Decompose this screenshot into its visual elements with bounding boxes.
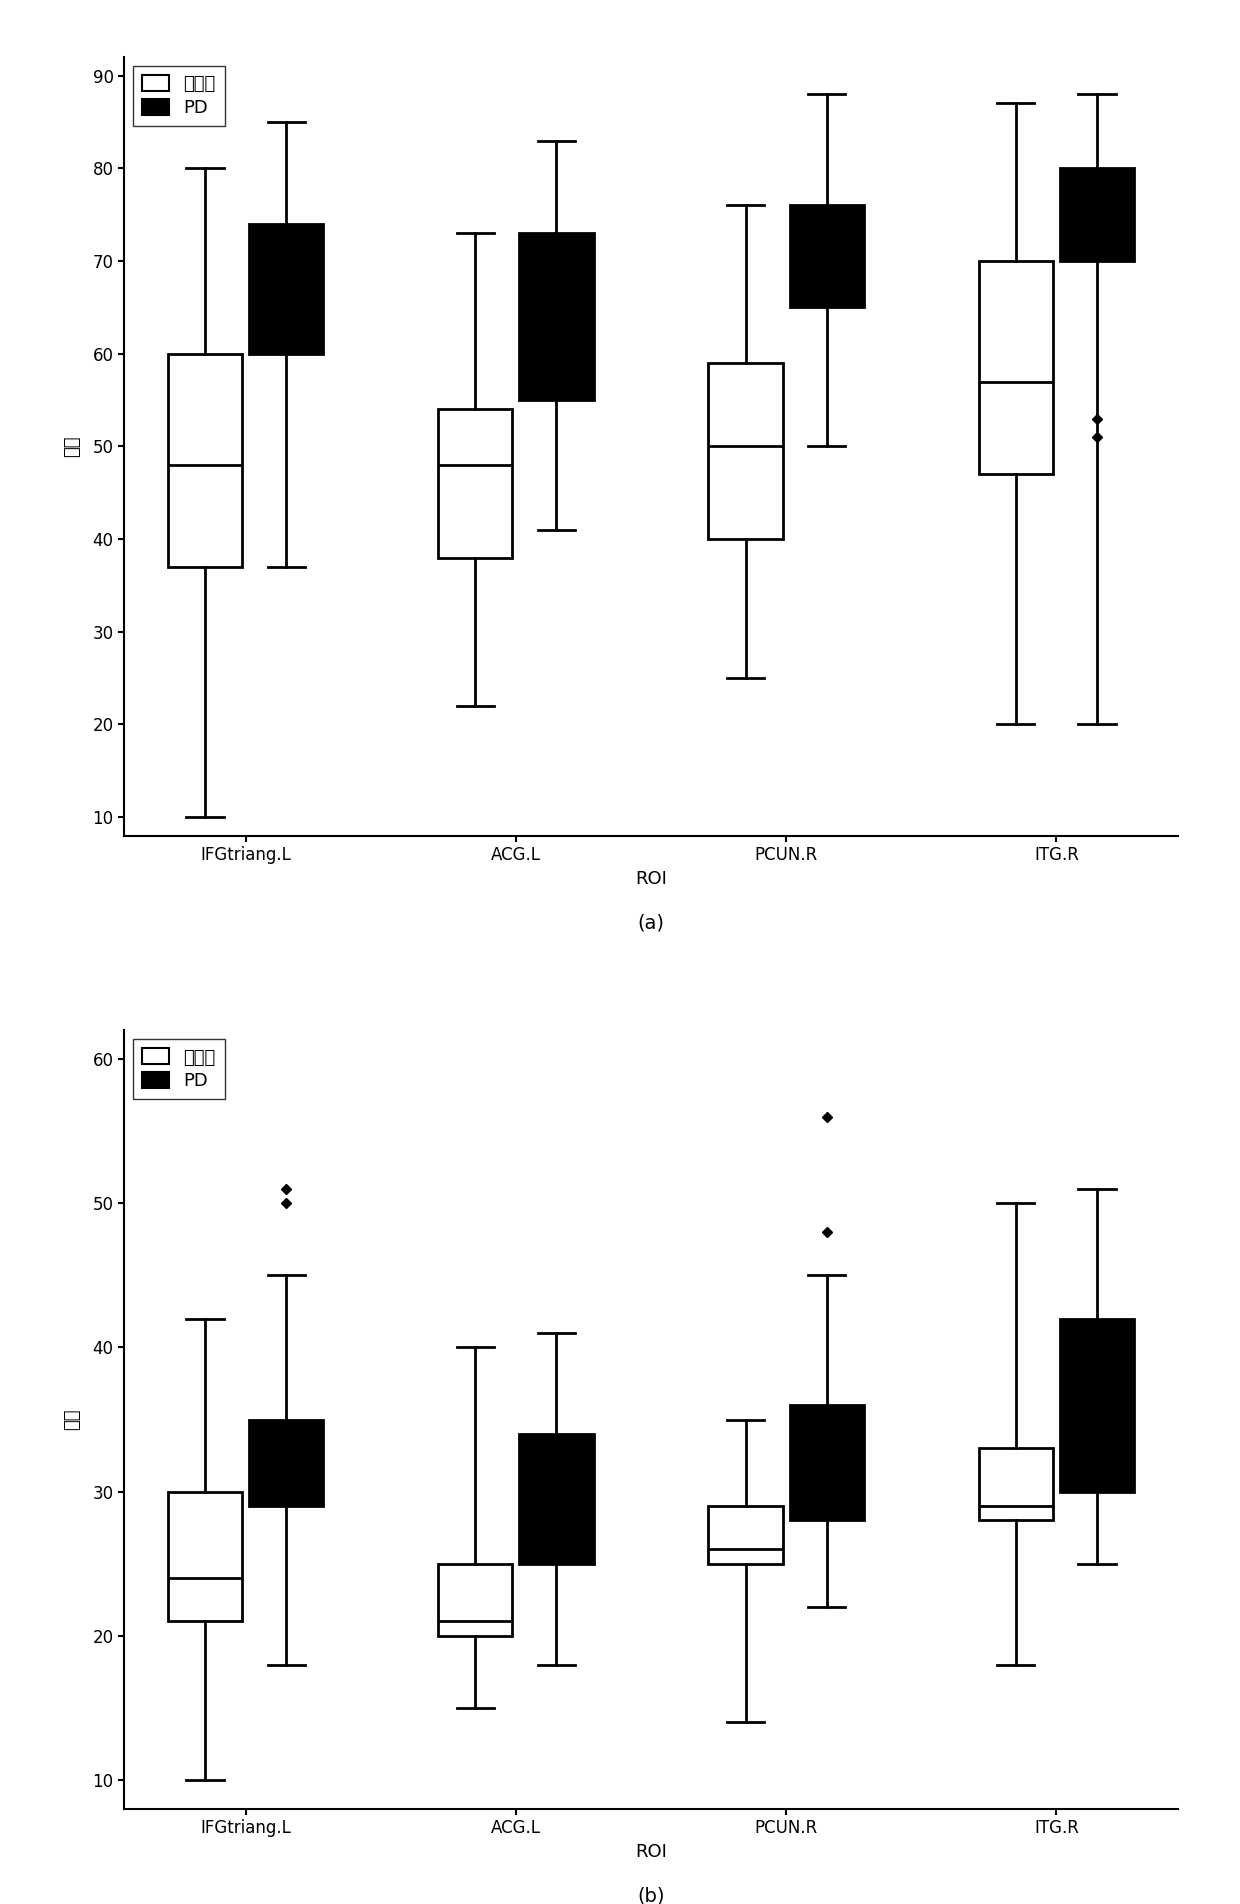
X-axis label: ROI: ROI [635, 870, 667, 887]
PathPatch shape [438, 1563, 512, 1636]
PathPatch shape [978, 261, 1053, 474]
PathPatch shape [167, 354, 242, 567]
PathPatch shape [520, 232, 594, 400]
PathPatch shape [978, 1449, 1053, 1521]
PathPatch shape [520, 1434, 594, 1563]
PathPatch shape [167, 1491, 242, 1622]
PathPatch shape [790, 206, 864, 307]
PathPatch shape [1060, 1319, 1135, 1491]
PathPatch shape [1060, 168, 1135, 261]
X-axis label: ROI: ROI [635, 1843, 667, 1860]
PathPatch shape [708, 1506, 782, 1563]
Legend: 正常人, PD: 正常人, PD [133, 67, 224, 126]
PathPatch shape [249, 1420, 324, 1506]
Legend: 正常人, PD: 正常人, PD [133, 1040, 224, 1099]
Text: (a): (a) [637, 914, 665, 933]
PathPatch shape [708, 364, 782, 539]
Text: (b): (b) [637, 1887, 665, 1904]
PathPatch shape [790, 1405, 864, 1521]
Y-axis label: 点度: 点度 [63, 436, 82, 457]
Y-axis label: 边度: 边度 [63, 1409, 82, 1430]
PathPatch shape [249, 225, 324, 354]
PathPatch shape [438, 409, 512, 558]
